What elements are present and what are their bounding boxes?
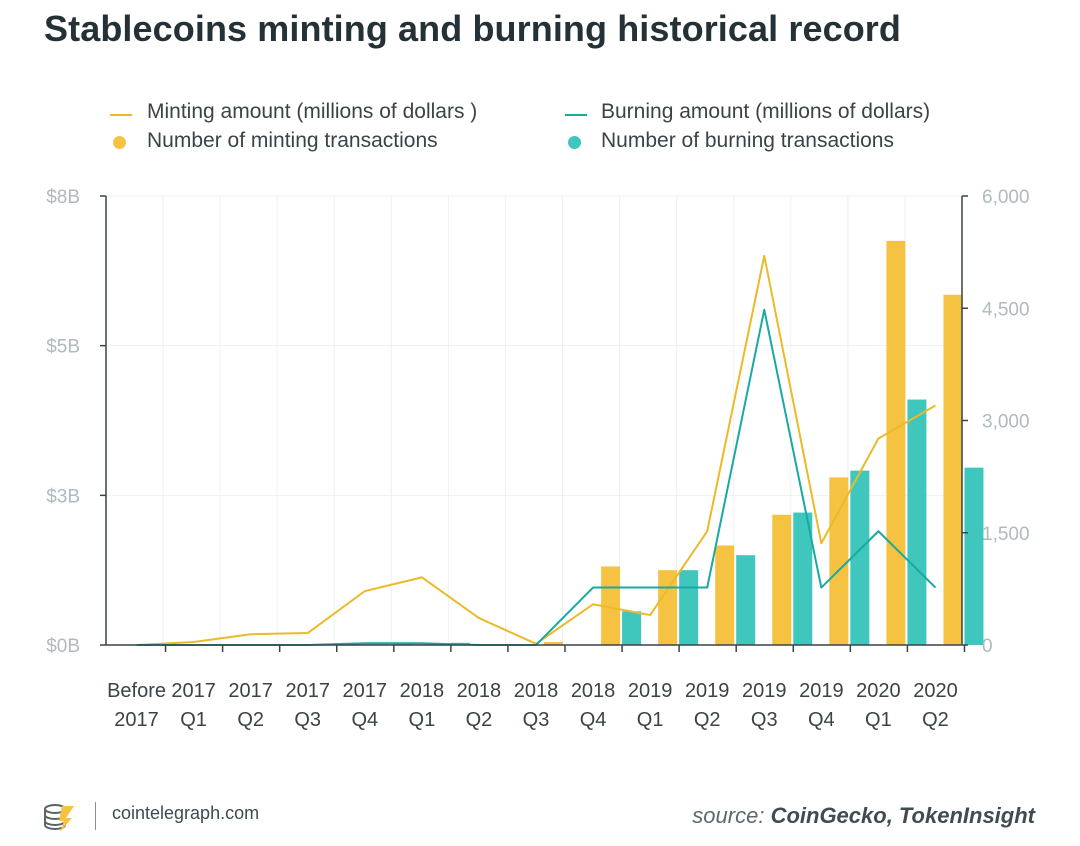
x-tick-label-line1: 2020: [913, 680, 958, 702]
bar-burning-tx: [793, 512, 813, 645]
bar-minting-tx: [829, 477, 849, 645]
legend-label-minting-tx: Number of minting transactions: [147, 129, 438, 152]
bar-minting-tx: [886, 240, 906, 645]
x-tick-label-line1: 2017: [171, 680, 216, 702]
left-tick-label: $0B: [46, 636, 80, 657]
legend-swatch-minting-amount: [110, 114, 132, 116]
x-tick-label-line2: Q1: [865, 709, 892, 731]
left-tick-label: $5B: [46, 337, 80, 358]
left-axis-ticks: $0B $3B $5B $8B: [46, 187, 106, 657]
source-names: CoinGecko, TokenInsight: [770, 803, 1035, 828]
x-tick-label-line1: 2019: [628, 680, 673, 702]
bar-minting-tx: [715, 545, 735, 645]
bar-minting-tx: [601, 566, 621, 645]
x-tick-label-line1: 2018: [571, 680, 616, 702]
x-tick-label-line1: 2019: [742, 680, 787, 702]
source-credit: source: CoinGecko, TokenInsight: [692, 803, 1035, 829]
legend-label-minting-amount: Minting amount (millions of dollars ): [147, 100, 478, 123]
chart-title: Stablecoins minting and burning historic…: [44, 8, 901, 49]
line-minting-amount: [136, 254, 936, 646]
legend-swatch-burning-amount: [565, 114, 587, 116]
bar-burning-tx: [964, 467, 984, 645]
bar-minting-tx: [943, 294, 963, 645]
footer-divider: [95, 802, 96, 830]
x-tick-label-line2: 2017: [114, 709, 159, 731]
x-tick-label-line2: Q3: [523, 709, 550, 731]
x-tick-label-line2: Q1: [180, 709, 207, 731]
bar-burning-tx: [736, 555, 756, 645]
x-tick-label-line2: Q2: [694, 709, 721, 731]
cointelegraph-logo-icon: [44, 804, 74, 832]
x-tick-label-line1: 2019: [685, 680, 730, 702]
x-tick-label-line1: 2018: [400, 680, 445, 702]
x-tick-label-line1: 2017: [228, 680, 273, 702]
series-lines: [136, 254, 937, 646]
legend-swatch-minting-tx: [113, 136, 126, 149]
x-tick-label-line2: Q4: [351, 709, 378, 731]
bar-burning-tx: [850, 470, 870, 645]
x-tick-label-line1: 2019: [799, 680, 844, 702]
left-tick-label: $3B: [46, 486, 80, 507]
line-burning-amount: [136, 308, 937, 646]
x-tick-label-line1: 2020: [856, 680, 901, 702]
x-tick-label-line1: 2017: [343, 680, 388, 702]
right-tick-label: 0: [982, 636, 993, 657]
legend-label-burning-amount: Burning amount (millions of dollars): [601, 100, 931, 123]
bar-burning-tx: [907, 399, 927, 645]
x-tick-label-line2: Q3: [751, 709, 778, 731]
right-tick-label: 3,000: [982, 412, 1030, 433]
x-axis-ticks: Before20172017Q12017Q22017Q32017Q42018Q1…: [107, 645, 966, 731]
x-tick-label-line2: Q1: [409, 709, 436, 731]
x-tick-label-line2: Q2: [466, 709, 493, 731]
right-tick-label: 1,500: [982, 524, 1030, 545]
bar-minting-tx: [658, 570, 678, 645]
x-tick-label-line1: 2018: [514, 680, 559, 702]
x-tick-label-line2: Q4: [580, 709, 607, 731]
x-tick-label-line2: Q2: [237, 709, 264, 731]
x-tick-label-line2: Q3: [294, 709, 321, 731]
legend-label-burning-tx: Number of burning transactions: [601, 129, 894, 152]
legend-swatch-burning-tx: [568, 136, 581, 149]
source-prefix: source:: [692, 803, 765, 828]
footer-site-link[interactable]: cointelegraph.com: [112, 803, 260, 823]
left-tick-label: $8B: [46, 187, 80, 208]
x-tick-label-line2: Q1: [637, 709, 664, 731]
right-tick-label: 4,500: [982, 299, 1030, 320]
bars: [393, 240, 984, 645]
bar-burning-tx: [622, 611, 642, 645]
bar-minting-tx: [772, 514, 792, 645]
bar-burning-tx: [679, 570, 699, 645]
x-tick-label-line1: Before: [107, 680, 166, 702]
right-axis-ticks: 0 1,500 3,000 4,500 6,000: [962, 187, 1030, 657]
x-tick-label-line1: 2018: [457, 680, 502, 702]
x-tick-label-line2: Q4: [808, 709, 835, 731]
right-tick-label: 6,000: [982, 187, 1030, 208]
bar-minting-tx: [544, 642, 563, 645]
x-tick-label-line2: Q2: [922, 709, 949, 731]
x-tick-label-line1: 2017: [285, 680, 330, 702]
